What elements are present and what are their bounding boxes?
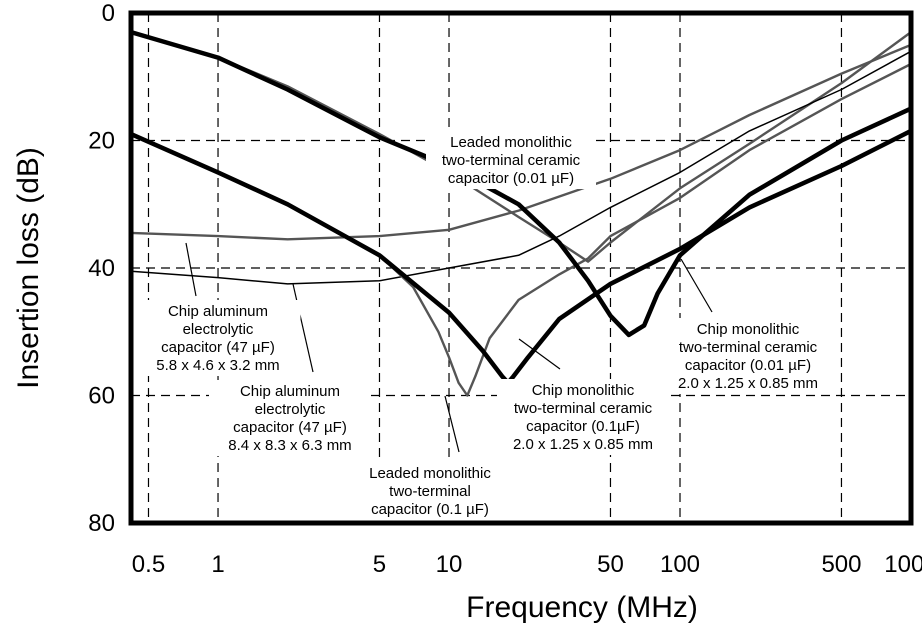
annotation-line: capacitor (47 µF) xyxy=(161,339,275,356)
annotation-background xyxy=(497,379,669,455)
annotation-line: two-terminal ceramic xyxy=(514,400,653,417)
annotation-label: Chip monolithic two-terminal ceramic capac… xyxy=(513,382,653,453)
annotation-label: Chip aluminum electrolytic capacitor (47 µ… xyxy=(156,303,279,374)
leader-line xyxy=(518,338,561,370)
annotation-background xyxy=(135,300,301,376)
annotation-line: Chip monolithic xyxy=(532,382,635,399)
annotation-line: two-terminal ceramic xyxy=(679,339,818,356)
annotation-line: 8.4 x 8.3 x 6.3 mm xyxy=(228,437,351,454)
y-tick-label: 60 xyxy=(88,383,115,410)
annotation-line: two-terminal xyxy=(389,483,471,500)
annotation-line: Chip monolithic xyxy=(697,321,800,338)
x-tick-label: 500 xyxy=(821,551,861,578)
leader-line xyxy=(185,242,197,297)
annotation-line: 2.0 x 1.25 x 0.85 mm xyxy=(513,436,653,453)
annotation-line: 5.8 x 4.6 x 3.2 mm xyxy=(156,357,279,374)
annotation-background xyxy=(426,131,596,189)
annotation-line: Leaded monolithic xyxy=(450,134,572,151)
y-tick-label: 80 xyxy=(88,510,115,537)
leader-line xyxy=(444,395,460,453)
annotation-line: Chip aluminum xyxy=(168,303,268,320)
annotation-line: electrolytic xyxy=(183,321,254,338)
series-line-2 xyxy=(129,43,913,241)
y-tick-label: 20 xyxy=(88,128,115,155)
annotation-line: capacitor (0.1µF) xyxy=(526,418,640,435)
annotation-background xyxy=(209,380,371,456)
x-tick-label: 10 xyxy=(436,551,463,578)
annotations: Leaded monolithic two-terminal ceramic cap… xyxy=(135,131,834,520)
x-tick-label: 1 xyxy=(211,551,224,578)
x-tick-label: 5 xyxy=(373,551,386,578)
annotation-line: 2.0 x 1.25 x 0.85 mm xyxy=(678,375,818,392)
leader-line xyxy=(292,283,314,373)
y-axis-title: Insertion loss (dB) xyxy=(12,147,45,389)
leader-line xyxy=(680,258,713,313)
plot-frame xyxy=(128,10,914,526)
annotation-label: Chip monolithic two-terminal ceramic capac… xyxy=(678,321,818,392)
annotation-label: Leaded monolithic two-terminal ceramic cap… xyxy=(442,134,581,187)
annotation-line: electrolytic xyxy=(255,401,326,418)
series-line-3 xyxy=(130,50,912,285)
x-tick-label: 100 xyxy=(660,551,700,578)
annotation-leaders xyxy=(185,242,713,453)
annotation-background xyxy=(662,318,834,394)
annotation-line: capacitor (0.01 µF) xyxy=(448,170,574,187)
annotation-label: Leaded monolithic two-terminal capacitor (… xyxy=(369,465,491,518)
x-axis-title: Frequency (MHz) xyxy=(466,591,698,624)
annotation-line: Chip aluminum xyxy=(240,383,340,400)
annotation-background xyxy=(350,462,510,520)
annotation-line: capacitor (0.1 µF) xyxy=(371,501,489,518)
annotation-label: Chip aluminum electrolytic capacitor (47 µ… xyxy=(228,383,351,454)
x-tick-label: 0.5 xyxy=(132,551,165,578)
x-tick-label: 50 xyxy=(597,551,624,578)
annotation-line: Leaded monolithic xyxy=(369,465,491,482)
annotation-line: capacitor (47 µF) xyxy=(233,419,347,436)
y-tick-label: 0 xyxy=(102,0,115,27)
annotation-line: capacitor (0.01 µF) xyxy=(685,357,811,374)
y-tick-label: 40 xyxy=(88,255,115,282)
series-line-5 xyxy=(128,29,914,338)
annotation-line: two-terminal ceramic xyxy=(442,152,581,169)
